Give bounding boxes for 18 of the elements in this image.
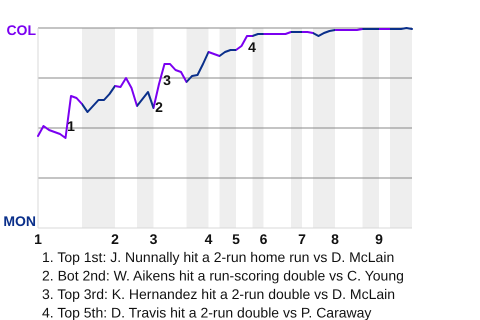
annotation: 3 <box>163 72 172 88</box>
x-tick-label: 5 <box>232 231 240 247</box>
x-tick-label: 1 <box>34 231 42 247</box>
x-tick-label: 2 <box>111 231 120 247</box>
text: 3. Top 3rd: K. Hernandez hit a 2-run double vs D. McLain <box>42 286 396 302</box>
x-tick-label: 8 <box>331 231 340 247</box>
annotation: 2 <box>155 99 164 115</box>
x-tick-label: 9 <box>375 231 384 247</box>
annotation: 1 <box>67 118 76 134</box>
x-tick-label: 6 <box>260 231 268 247</box>
annotation: 4 <box>248 39 256 55</box>
text: 1. Top 1st: J. Nunnally hit a 2-run home run vs D. McLain <box>42 249 394 265</box>
x-tick-label: 3 <box>150 231 158 247</box>
text: COL <box>6 22 36 38</box>
x-tick-label: 7 <box>298 231 306 247</box>
text: 2. Bot 2nd: W. Aikens hit a run-scoring double vs C. Young <box>42 268 404 284</box>
x-tick-label: 4 <box>204 231 213 247</box>
text: MON <box>3 213 36 229</box>
